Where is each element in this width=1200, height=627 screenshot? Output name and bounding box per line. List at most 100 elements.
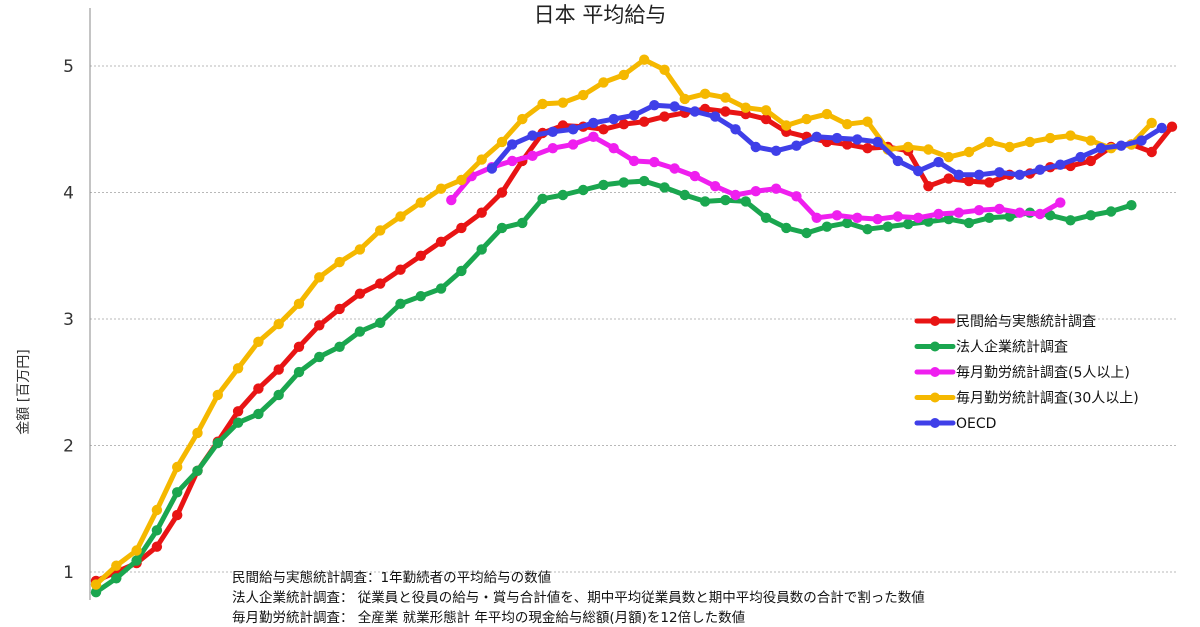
- data-point: [923, 144, 934, 155]
- data-point: [1085, 210, 1097, 221]
- data-point: [892, 155, 904, 167]
- data-point: [435, 236, 447, 247]
- data-point: [872, 213, 883, 225]
- data-point: [395, 298, 406, 309]
- series-group: [90, 54, 1178, 598]
- data-point: [172, 487, 183, 498]
- data-point: [334, 256, 345, 268]
- data-point: [253, 408, 264, 420]
- data-point: [689, 170, 701, 182]
- y-tick-label: 3: [63, 310, 74, 330]
- legend-marker: [930, 418, 940, 428]
- data-point: [862, 224, 873, 235]
- data-point: [872, 136, 883, 148]
- data-point: [1166, 121, 1178, 132]
- data-point: [1034, 208, 1046, 220]
- y-tick-label: 2: [63, 437, 74, 457]
- data-point: [314, 351, 325, 363]
- data-point: [994, 203, 1005, 215]
- data-point: [740, 196, 751, 207]
- series-path: [489, 102, 1165, 178]
- data-point: [111, 573, 122, 584]
- data-point: [435, 183, 447, 194]
- data-point: [507, 155, 518, 167]
- data-point: [852, 212, 863, 223]
- data-point: [760, 113, 772, 125]
- data-point: [710, 111, 721, 122]
- data-point: [293, 341, 305, 352]
- series-line: [446, 131, 1066, 225]
- data-point: [375, 225, 386, 236]
- data-point: [1065, 130, 1076, 141]
- data-point: [172, 509, 183, 521]
- data-point: [842, 217, 853, 229]
- data-point: [639, 116, 650, 127]
- data-point: [669, 101, 680, 112]
- legend-marker: [930, 341, 940, 352]
- data-point: [507, 139, 518, 150]
- data-point: [923, 216, 934, 227]
- data-point: [679, 189, 690, 201]
- data-point: [273, 318, 284, 330]
- data-point: [476, 207, 487, 218]
- data-point: [557, 97, 569, 108]
- data-point: [943, 213, 954, 225]
- data-point: [1065, 215, 1076, 226]
- data-point: [334, 341, 345, 352]
- data-point: [131, 545, 142, 556]
- data-point: [578, 184, 589, 196]
- data-point: [415, 197, 426, 208]
- data-point: [699, 88, 711, 100]
- data-point: [375, 278, 386, 289]
- data-point: [760, 105, 772, 116]
- data-point: [710, 181, 721, 192]
- data-point: [111, 560, 122, 571]
- data-point: [973, 169, 985, 180]
- series-path: [93, 178, 1134, 595]
- data-point: [527, 150, 538, 161]
- data-point: [1116, 140, 1127, 151]
- data-point: [730, 124, 741, 135]
- data-point: [415, 250, 426, 261]
- data-point: [1055, 159, 1066, 170]
- data-point: [943, 151, 954, 163]
- legend-label: 毎月勤労統計調査(5人以上): [956, 365, 1130, 381]
- data-point: [496, 136, 508, 148]
- data-point: [852, 134, 863, 145]
- data-point: [902, 218, 914, 230]
- data-point: [831, 210, 843, 221]
- data-point: [781, 222, 792, 234]
- data-point: [172, 461, 183, 473]
- data-point: [354, 288, 366, 299]
- data-point: [486, 163, 498, 174]
- data-point: [456, 222, 467, 234]
- data-point: [913, 212, 924, 223]
- data-point: [517, 217, 528, 229]
- data-point: [476, 244, 487, 255]
- chart-title: 日本 平均給与: [534, 3, 667, 27]
- y-tick-label: 1: [63, 563, 74, 583]
- data-point: [232, 417, 244, 428]
- legend-label: OECD: [956, 416, 996, 432]
- y-axis-ticks: 1 2 3 4 5: [63, 57, 74, 583]
- data-point: [821, 221, 833, 232]
- data-point: [1136, 135, 1147, 146]
- data-point: [923, 181, 934, 192]
- data-point: [963, 175, 975, 187]
- data-point: [679, 93, 690, 105]
- data-point: [639, 54, 650, 65]
- data-point: [1085, 135, 1097, 146]
- data-point: [1075, 151, 1086, 163]
- data-point: [892, 211, 904, 222]
- data-point: [1085, 155, 1097, 167]
- data-point: [740, 102, 751, 113]
- data-point: [334, 303, 345, 315]
- data-point: [598, 124, 609, 135]
- data-point: [669, 163, 680, 174]
- data-point: [446, 194, 457, 206]
- data-point: [354, 244, 366, 255]
- data-point: [699, 196, 711, 207]
